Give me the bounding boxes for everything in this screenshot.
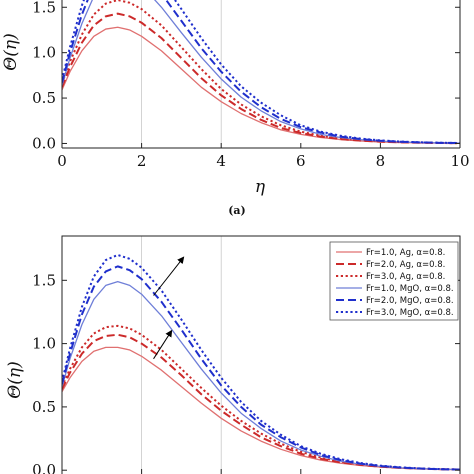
x-tick-label: 2 <box>137 152 147 170</box>
legend-entry: Fr=3.0, Ag, α=0.8. <box>366 272 445 282</box>
y-tick-label: 1.5 <box>32 271 56 289</box>
panel-b-frame <box>61 235 461 474</box>
panel-a-label: (a) <box>228 204 246 217</box>
panel-b-arrows <box>153 256 185 360</box>
series-line-6 <box>62 0 460 145</box>
legend-entry: Fr=1.0, MgO, α=0.8. <box>366 284 454 294</box>
legend-entry: Fr=3.0, MgO, α=0.8. <box>366 308 454 318</box>
legend-entry: Fr=2.0, MgO, α=0.8. <box>366 296 454 306</box>
legend-entry: Fr=2.0, Ag, α=0.8. <box>366 260 445 270</box>
series-line-1 <box>62 346 460 471</box>
y-tick-label: 0.0 <box>32 461 56 474</box>
series-line-6 <box>62 253 460 471</box>
panel-b-legend: Fr=1.0, Ag, α=0.8. Fr=2.0, Ag, α=0.8. Fr=3… <box>329 241 459 321</box>
panel-b: 0.0 0.5 1.0 1.5 Θ(η) Fr=1.0, Ag, α=0.8. Fr=2… <box>5 235 461 474</box>
series-line-2 <box>62 12 460 145</box>
series-line-5 <box>62 0 460 145</box>
trend-arrow <box>153 256 185 296</box>
panel-b-series <box>62 253 460 471</box>
y-tick-label: 0.0 <box>32 134 56 152</box>
series-line-1 <box>62 26 460 144</box>
panel-b-bottom-ticks <box>61 469 461 474</box>
series-line-3 <box>62 324 460 471</box>
x-tick-label: 10 <box>450 152 469 170</box>
x-tick-label: 0 <box>57 152 67 170</box>
panel-a-grid <box>141 0 222 148</box>
trend-arrow <box>153 329 173 360</box>
x-tick-label: 4 <box>216 152 226 170</box>
panel-a-y-ticks: 0.0 0.5 1.0 1.5 <box>32 0 460 152</box>
series-line-2 <box>62 333 460 471</box>
panel-a: 0 2 4 6 8 10 0.0 0.5 1.0 1.5 η Θ(η) (a) <box>1 0 470 217</box>
series-line-5 <box>62 265 460 471</box>
panel-b-y-axis-label: Θ(η) <box>5 361 25 398</box>
panel-a-x-ticks: 0 2 4 6 8 10 <box>57 143 470 170</box>
panel-a-y-axis-label: Θ(η) <box>1 33 21 70</box>
series-line-4 <box>62 0 460 144</box>
y-tick-label: 1.0 <box>32 44 56 62</box>
x-tick-label: 8 <box>376 152 386 170</box>
series-line-3 <box>62 0 460 145</box>
panel-a-series <box>62 0 460 145</box>
y-tick-label: 1.5 <box>32 0 56 16</box>
y-tick-label: 0.5 <box>32 89 56 107</box>
panel-b-grid <box>141 236 222 474</box>
x-tick-label: 6 <box>296 152 306 170</box>
panel-a-x-axis-label: η <box>255 177 266 197</box>
panel-b-y-ticks: 0.0 0.5 1.0 1.5 <box>32 271 460 474</box>
y-tick-label: 1.0 <box>32 335 56 353</box>
y-tick-label: 0.5 <box>32 398 56 416</box>
legend-box <box>329 241 459 321</box>
legend-entry: Fr=1.0, Ag, α=0.8. <box>366 248 445 258</box>
panel-a-frame <box>61 0 461 149</box>
